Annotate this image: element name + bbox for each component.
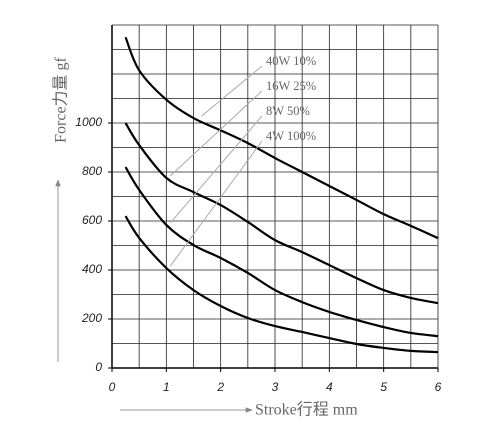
y-tick-label: 1000 <box>75 115 102 129</box>
x-axis-label: Stroke行程 mm <box>255 401 358 419</box>
x-tick-label: 2 <box>216 380 224 394</box>
leader-line <box>169 115 263 224</box>
series-label: 40W 10% <box>266 54 316 68</box>
x-tick-label: 1 <box>163 380 170 394</box>
leader-line <box>201 65 263 117</box>
leader-line <box>169 140 263 267</box>
curve <box>124 166 439 338</box>
y-tick-label: 600 <box>82 213 102 227</box>
curve <box>124 122 439 305</box>
y-tick-label: 400 <box>82 262 102 276</box>
x-tick-label: 3 <box>272 380 279 394</box>
curve <box>124 215 439 354</box>
series-label: 4W 100% <box>266 129 316 143</box>
y-axis-label: Force力量 gf <box>52 56 70 142</box>
series-label: 16W 25% <box>266 79 316 93</box>
x-tick-label: 6 <box>435 380 442 394</box>
x-tick-label: 4 <box>326 380 333 394</box>
y-tick-label: 0 <box>95 360 102 374</box>
curve <box>124 36 439 240</box>
y-tick-label: 800 <box>82 164 102 178</box>
y-tick-label: 200 <box>81 311 102 325</box>
leader-line <box>169 90 263 177</box>
series-label: 8W 50% <box>266 104 310 118</box>
x-tick-label: 5 <box>380 380 387 394</box>
x-tick-label: 0 <box>109 380 116 394</box>
